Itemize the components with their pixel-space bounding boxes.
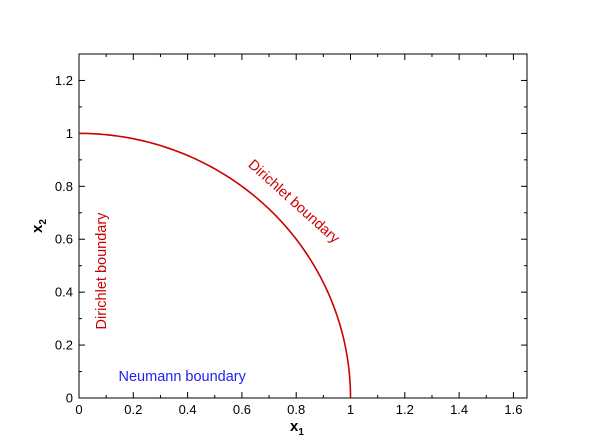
y-axis-label: x2: [29, 219, 49, 233]
x-axis-label: x1: [290, 418, 304, 438]
y-tick-label: 0.6: [55, 232, 73, 247]
x-tick-label: 1.2: [396, 402, 414, 417]
plot-frame: [78, 53, 528, 399]
x-tick-label: 0.8: [287, 402, 305, 417]
y-tick-label: 0.8: [55, 179, 73, 194]
x-tick-label: 0: [75, 402, 82, 417]
annotation-label: Dirichlet boundary: [94, 212, 110, 330]
x-tick-label: 1: [347, 402, 354, 417]
y-axis: 0 0.2 0.4 0.6 0.8 1 1.2: [55, 73, 527, 406]
y-tick-label: 0.4: [55, 285, 73, 300]
y-tick-label: 0.2: [55, 338, 73, 353]
y-tick-label: 1.2: [55, 73, 73, 88]
x-axis: 0 0.2 0.4 0.6 0.8 1 1.2 1.4 1.6: [75, 54, 522, 417]
x-tick-label: 1.4: [450, 402, 468, 417]
x-tick-label: 0.4: [179, 402, 197, 417]
annotations: Dirichlet boundary Dirichlet boundary Neum…: [94, 157, 343, 385]
x-tick-label: 0.6: [233, 402, 251, 417]
series-layer: [78, 132, 352, 399]
series-line: [78, 132, 352, 399]
annotation-label: Dirichlet boundary: [245, 157, 343, 248]
y-tick-label: 0: [66, 391, 73, 406]
annotation-label: Neumann boundary: [119, 369, 247, 385]
y-tick-label: 1: [66, 126, 73, 141]
x-tick-label: 1.6: [504, 402, 522, 417]
x-tick-label: 0.2: [124, 402, 142, 417]
